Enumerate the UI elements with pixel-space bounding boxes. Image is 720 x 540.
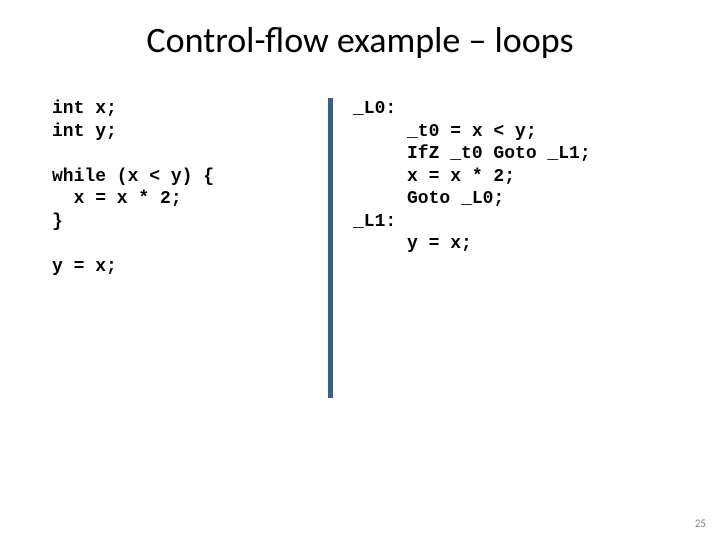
page-number: 25 [695, 517, 706, 530]
left-column: int x; int y; while (x < y) { x = x * 2;… [40, 98, 320, 278]
content-row: int x; int y; while (x < y) { x = x * 2;… [40, 98, 680, 398]
right-column: _L0: _t0 = x < y; IfZ _t0 Goto _L1; x = … [341, 98, 680, 256]
ir-code-block: _L0: _t0 = x < y; IfZ _t0 Goto _L1; x = … [353, 98, 680, 256]
slide: Control-flow example – loops int x; int … [0, 0, 720, 540]
vertical-divider [328, 98, 333, 398]
slide-title: Control-flow example – loops [40, 18, 680, 62]
source-code-block: int x; int y; while (x < y) { x = x * 2;… [52, 98, 320, 278]
